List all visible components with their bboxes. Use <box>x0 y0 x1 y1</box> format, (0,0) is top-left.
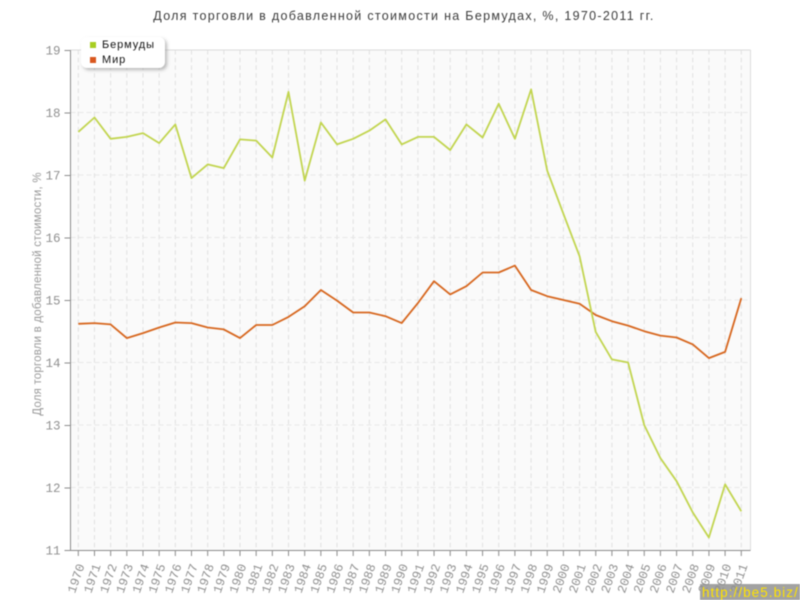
svg-text:16: 16 <box>45 232 60 246</box>
svg-text:15: 15 <box>45 294 60 308</box>
svg-text:12: 12 <box>45 482 60 496</box>
svg-text:14: 14 <box>45 357 60 371</box>
svg-text:18: 18 <box>45 107 60 121</box>
svg-text:17: 17 <box>45 169 60 183</box>
svg-text:11: 11 <box>45 544 60 558</box>
svg-text:13: 13 <box>45 419 60 433</box>
svg-text:19: 19 <box>45 44 60 58</box>
